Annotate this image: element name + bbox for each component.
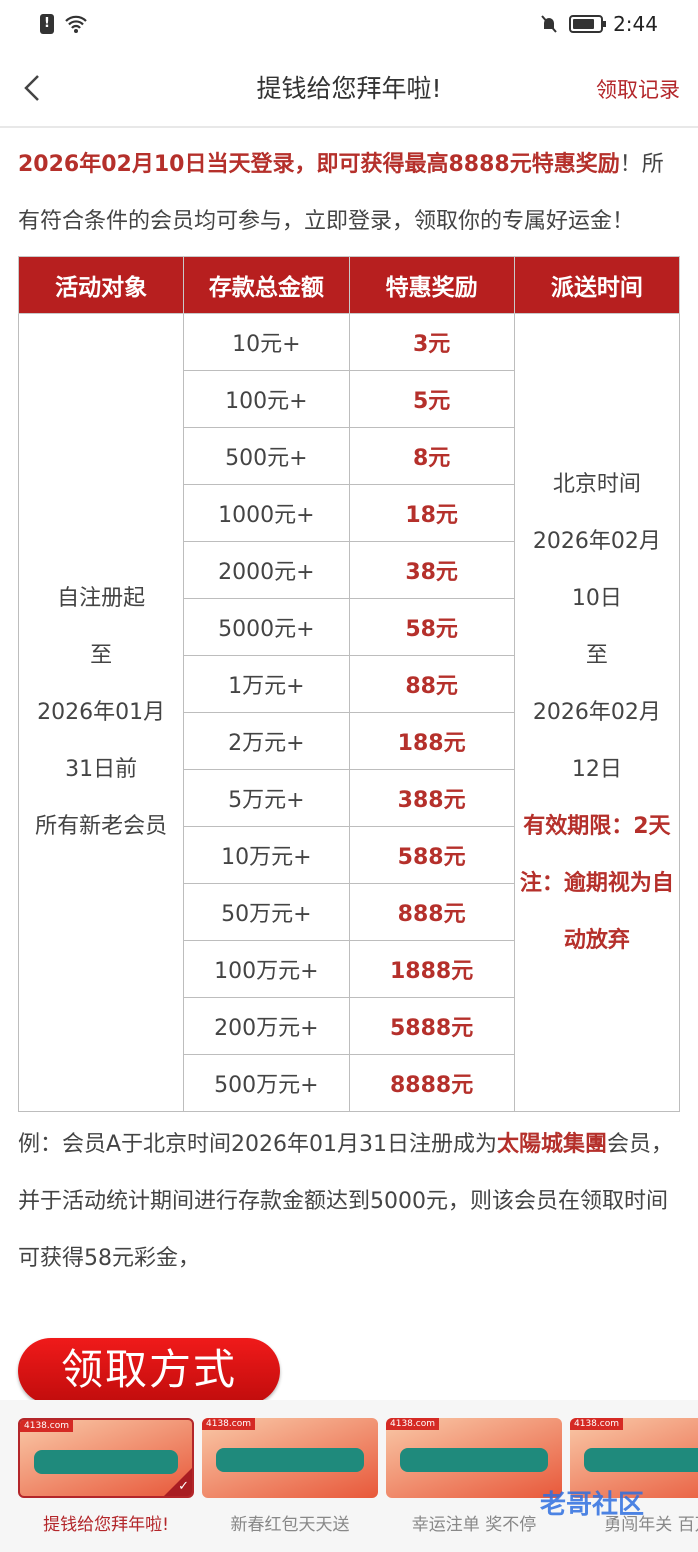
activity-label[interactable]: 勇闯年关 百万 <box>604 1515 698 1535</box>
table-row: 50万元+ 888元 <box>19 883 680 941</box>
table-row: 100万元+ 1888元 <box>19 940 680 998</box>
deposit-cell: 10元+ <box>183 313 350 371</box>
deposit-cell: 5万元+ <box>183 769 350 827</box>
nav-bar: 提钱给您拜年啦! 领取记录 <box>0 48 698 128</box>
deposit-cell: 500万元+ <box>183 1054 350 1112</box>
reward-cell: 8888元 <box>348 1054 515 1112</box>
example-text: 例：会员A于北京时间2026年01月31日注册成为太陽城集團会员，并于活动统计期… <box>0 1112 698 1287</box>
reward-cell: 888元 <box>348 883 515 941</box>
thumb-tag: 4138.com <box>570 1418 623 1430</box>
reward-cell: 1888元 <box>348 940 515 998</box>
target-cell: 自注册起至 2026年01月 31日前所有新老会员 <box>17 313 185 1112</box>
claim-record-link[interactable]: 领取记录 <box>596 78 680 102</box>
time-line: 10日 <box>571 586 622 611</box>
activity-thumbnail[interactable]: 4138.com <box>570 1418 698 1498</box>
time-cell: 北京时间 2026年02月 10日至 2026年02月 12日有效期限：2天注：逾期视为… <box>513 313 681 1112</box>
reward-cell: 5元 <box>348 370 515 428</box>
reward-cell: 18元 <box>348 484 515 542</box>
table-row: 5000元+ 58元 <box>19 598 680 656</box>
col-header: 派送时间 <box>513 256 681 314</box>
table-row: 自注册起至 2026年01月 31日前所有新老会员 10元+ 3元北京时间 2026年02… <box>17 313 681 1112</box>
table-row: 1万元+ 88元 <box>19 655 680 713</box>
target-line: 自注册起 <box>57 586 146 611</box>
time-note: 注：逾期视为自动放弃 <box>519 871 674 953</box>
reward-cell: 388元 <box>348 769 515 827</box>
reward-cell: 38元 <box>348 541 515 599</box>
example-prefix: 例：会员A于北京时间2026年01月31日注册成为 <box>18 1132 498 1157</box>
banner-ribbon <box>584 1448 698 1472</box>
reward-cell: 588元 <box>348 826 515 884</box>
time-note: 有效期限：2天 <box>523 814 671 839</box>
activity-label[interactable]: 提钱给您拜年啦! <box>43 1515 169 1535</box>
check-icon: ✓ <box>178 1479 189 1494</box>
deposit-cell: 2000元+ <box>183 541 350 599</box>
thumb-tag: 4138.com <box>20 1420 73 1432</box>
example-suffix: 会员，并于活动统计期间进行存款金额达到5000元，则该会员在领取时间可获得58元… <box>18 1132 674 1271</box>
time-line: 2026年02月 <box>532 529 661 554</box>
battery-icon <box>569 15 607 33</box>
table-row: 100元+ 5元 <box>19 370 680 428</box>
thumb-tag: 4138.com <box>202 1418 255 1430</box>
intro-text: 2026年02月10日当天登录，即可获得最高8888元特惠奖励！所有符合条件的会… <box>0 128 698 250</box>
wifi-icon <box>65 15 87 33</box>
sim-alert-icon: ! <box>40 14 54 34</box>
activity-thumbnail[interactable]: 4138.com <box>202 1418 378 1498</box>
table-row: 5万元+ 388元 <box>19 769 680 827</box>
table-row: 500万元+ 8888元 <box>19 1054 680 1112</box>
reward-cell: 8元 <box>348 427 515 485</box>
banner-ribbon <box>400 1448 548 1472</box>
target-line: 至 <box>90 643 113 668</box>
deposit-cell: 2万元+ <box>183 712 350 770</box>
clock: 2:44 <box>613 12 658 36</box>
deposit-cell: 1000元+ <box>183 484 350 542</box>
deposit-cell: 200万元+ <box>183 997 350 1055</box>
time-line: 北京时间 <box>552 472 641 497</box>
reward-table: 活动对象 存款总金额 特惠奖励 派送时间 自注册起至 2026年01月 31日前所有… <box>17 256 681 1112</box>
bell-off-icon <box>541 15 557 33</box>
back-chevron-icon[interactable] <box>18 70 48 106</box>
time-line: 2026年02月 <box>532 700 661 725</box>
reward-cell: 58元 <box>348 598 515 656</box>
activity-label[interactable]: 幸运注单 奖不停 <box>411 1515 537 1535</box>
time-line: 12日 <box>571 757 622 782</box>
activity-carousel[interactable]: 4138.com ✓ 提钱给您拜年啦! 4138.com 新春红包天天送 4138.com… <box>0 1400 698 1552</box>
banner-ribbon <box>34 1450 178 1474</box>
selected-corner <box>164 1468 192 1496</box>
reward-cell: 3元 <box>348 313 515 371</box>
activity-thumbnail[interactable]: 4138.com ✓ <box>18 1418 194 1498</box>
target-line: 2026年01月 <box>37 700 166 725</box>
page-title: 提钱给您拜年啦! <box>256 74 442 103</box>
col-header: 存款总金额 <box>183 256 350 314</box>
activity-label[interactable]: 新春红包天天送 <box>230 1515 350 1535</box>
reward-cell: 5888元 <box>348 997 515 1055</box>
reward-cell: 88元 <box>348 655 515 713</box>
deposit-cell: 500元+ <box>183 427 350 485</box>
watermark: 老哥社区 <box>540 1490 645 1520</box>
deposit-cell: 5000元+ <box>183 598 350 656</box>
deposit-cell: 1万元+ <box>183 655 350 713</box>
col-header: 活动对象 <box>17 256 185 314</box>
status-bar: ! 2:44 <box>0 0 698 48</box>
deposit-cell: 50万元+ <box>183 883 350 941</box>
deposit-cell: 100元+ <box>183 370 350 428</box>
table-row: 500元+ 8元 <box>19 427 680 485</box>
target-line: 所有新老会员 <box>35 814 168 839</box>
deposit-cell: 10万元+ <box>183 826 350 884</box>
brand-name: 太陽城集團 <box>497 1132 608 1157</box>
intro-body: ！所有符合条件的会员均可参与，立即登录，领取你的专属好运金！ <box>18 152 664 234</box>
activity-thumbnail[interactable]: 4138.com <box>386 1418 562 1498</box>
thumb-tag: 4138.com <box>386 1418 439 1430</box>
intro-highlight: 2026年02月10日当天登录，即可获得最高8888元特惠奖励 <box>18 152 620 177</box>
deposit-cell: 100万元+ <box>183 940 350 998</box>
table-row: 1000元+ 18元 <box>19 484 680 542</box>
claim-method-button[interactable]: 领取方式 <box>18 1338 280 1404</box>
col-header: 特惠奖励 <box>348 256 515 314</box>
time-line: 至 <box>585 643 608 668</box>
banner-ribbon <box>216 1448 364 1472</box>
target-line: 31日前 <box>65 757 138 782</box>
table-row: 2000元+ 38元 <box>19 541 680 599</box>
reward-cell: 188元 <box>348 712 515 770</box>
